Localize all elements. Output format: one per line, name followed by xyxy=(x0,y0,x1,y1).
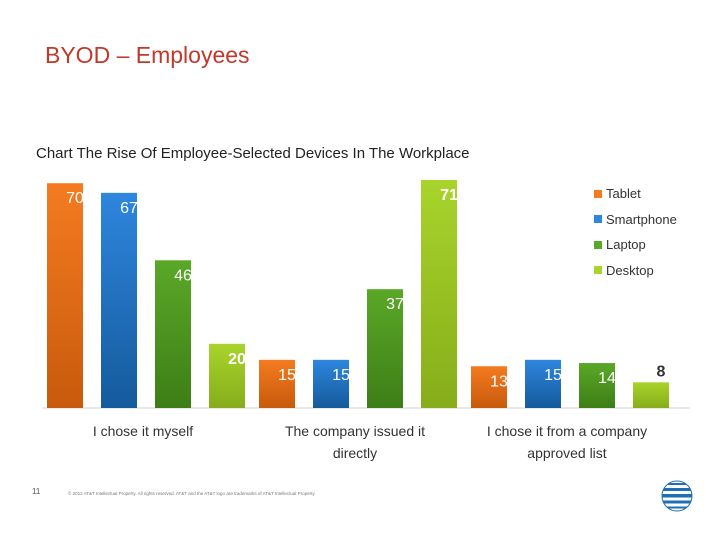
bar-smartphone-2 xyxy=(525,359,561,408)
legend-item-laptop: Laptop xyxy=(594,232,677,258)
bar-laptop-2 xyxy=(579,363,615,408)
legend-label-desktop: Desktop xyxy=(606,262,654,278)
data-label-smartphone-0: 67 xyxy=(120,200,138,217)
data-label-tablet-1: 15 xyxy=(278,367,296,384)
category-label-2-line-1: approved list xyxy=(527,445,606,461)
chart-legend: Tablet Smartphone Laptop Desktop xyxy=(594,181,677,283)
legend-swatch-smartphone xyxy=(594,215,602,224)
bar-desktop-0 xyxy=(209,343,245,408)
data-label-desktop-0: 20 xyxy=(228,351,246,368)
page-number: 11 xyxy=(32,487,41,496)
bar-desktop-1 xyxy=(421,180,457,408)
data-label-laptop-1: 37 xyxy=(386,296,404,313)
category-label-0-line-0: I chose it myself xyxy=(93,423,193,439)
bar-laptop-0 xyxy=(155,260,191,408)
bar-smartphone-1 xyxy=(313,359,349,408)
bar-laptop-1 xyxy=(367,289,403,408)
legend-swatch-desktop xyxy=(594,266,602,275)
legend-item-smartphone: Smartphone xyxy=(594,207,677,233)
category-label-1-line-0: The company issued it xyxy=(285,423,425,439)
category-label-2-line-0: I chose it from a company xyxy=(487,423,647,439)
data-label-desktop-2: 8 xyxy=(657,363,666,380)
bar-smartphone-0 xyxy=(101,192,137,408)
legend-item-desktop: Desktop xyxy=(594,258,677,284)
data-label-desktop-1: 71 xyxy=(440,187,458,204)
data-label-laptop-0: 46 xyxy=(174,267,192,284)
legend-swatch-tablet xyxy=(594,189,602,198)
att-globe-icon xyxy=(661,480,693,512)
bar-tablet-0 xyxy=(47,183,83,408)
bar-tablet-2 xyxy=(471,366,507,408)
legend-label-tablet: Tablet xyxy=(606,186,641,202)
category-label-1-line-1: directly xyxy=(333,445,377,461)
copyright-footer: © 2012 AT&T Intellectual Property. All r… xyxy=(68,491,316,496)
legend-label-laptop: Laptop xyxy=(606,237,646,253)
data-label-smartphone-1: 15 xyxy=(332,367,350,384)
data-label-laptop-2: 14 xyxy=(598,370,616,387)
slide-title: BYOD – Employees xyxy=(45,42,250,68)
legend-label-smartphone: Smartphone xyxy=(606,211,677,227)
legend-item-tablet: Tablet xyxy=(594,181,677,207)
data-label-smartphone-2: 15 xyxy=(544,367,562,384)
data-label-tablet-0: 70 xyxy=(66,190,84,207)
bar-desktop-2 xyxy=(633,382,669,408)
data-label-tablet-2: 13 xyxy=(490,373,508,390)
chart-title: Chart The Rise Of Employee-Selected Devi… xyxy=(36,145,470,162)
legend-swatch-laptop xyxy=(594,240,602,249)
bar-tablet-1 xyxy=(259,359,295,408)
